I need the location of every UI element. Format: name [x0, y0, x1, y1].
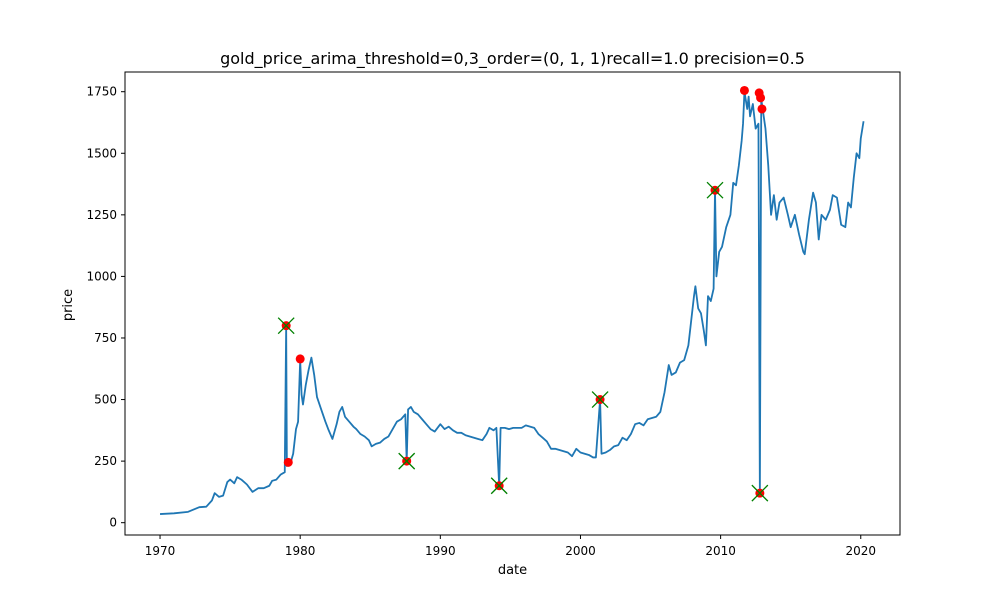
true-anomaly-stroke — [398, 452, 416, 470]
detected-point-1 — [283, 457, 293, 467]
true-anomaly-marker-2 — [490, 477, 508, 495]
y-axis-label: price — [61, 289, 76, 321]
y-tick-label: 1750 — [86, 85, 117, 99]
detected-point-10 — [757, 104, 767, 114]
axes-frame — [124, 71, 901, 536]
x-tick-label: 1990 — [425, 544, 456, 558]
x-tick-label: 2000 — [565, 544, 596, 558]
series-line-0 — [159, 90, 865, 515]
x-axis-label: date — [498, 563, 527, 578]
true-anomaly-stroke — [277, 317, 295, 335]
y-tick-label: 0 — [109, 516, 117, 530]
detected-point-2 — [295, 354, 305, 364]
y-tick-label: 1250 — [86, 208, 117, 222]
true-anomaly-marker-5 — [751, 484, 769, 502]
true-anomaly-marker-0 — [277, 317, 295, 335]
x-tick-label: 1980 — [285, 544, 316, 558]
x-tick-label: 2010 — [705, 544, 736, 558]
true-anomaly-marker-4 — [706, 181, 724, 199]
y-tick-label: 1500 — [86, 146, 117, 160]
true-anomaly-stroke — [751, 484, 769, 502]
detected-point-9 — [756, 93, 766, 103]
true-anomaly-stroke — [706, 181, 724, 199]
chart-title: gold_price_arima_threshold=0,3_order=(0,… — [220, 49, 805, 69]
true-anomaly-stroke — [591, 391, 609, 409]
y-tick-label: 250 — [94, 454, 117, 468]
y-tick-label: 750 — [94, 331, 117, 345]
detected-point-7 — [739, 85, 749, 95]
plot-area — [159, 85, 865, 515]
true-anomaly-marker-3 — [591, 391, 609, 409]
true-anomaly-stroke — [490, 477, 508, 495]
axes: 1970 1980 1990 2000 2010 2020 0 250 500 750 1000 12… — [86, 71, 901, 558]
true-anomaly-marker-1 — [398, 452, 416, 470]
x-tick-label: 2020 — [845, 544, 876, 558]
y-tick-label: 1000 — [86, 269, 117, 283]
y-tick-label: 500 — [94, 393, 117, 407]
x-tick-label: 1970 — [145, 544, 176, 558]
